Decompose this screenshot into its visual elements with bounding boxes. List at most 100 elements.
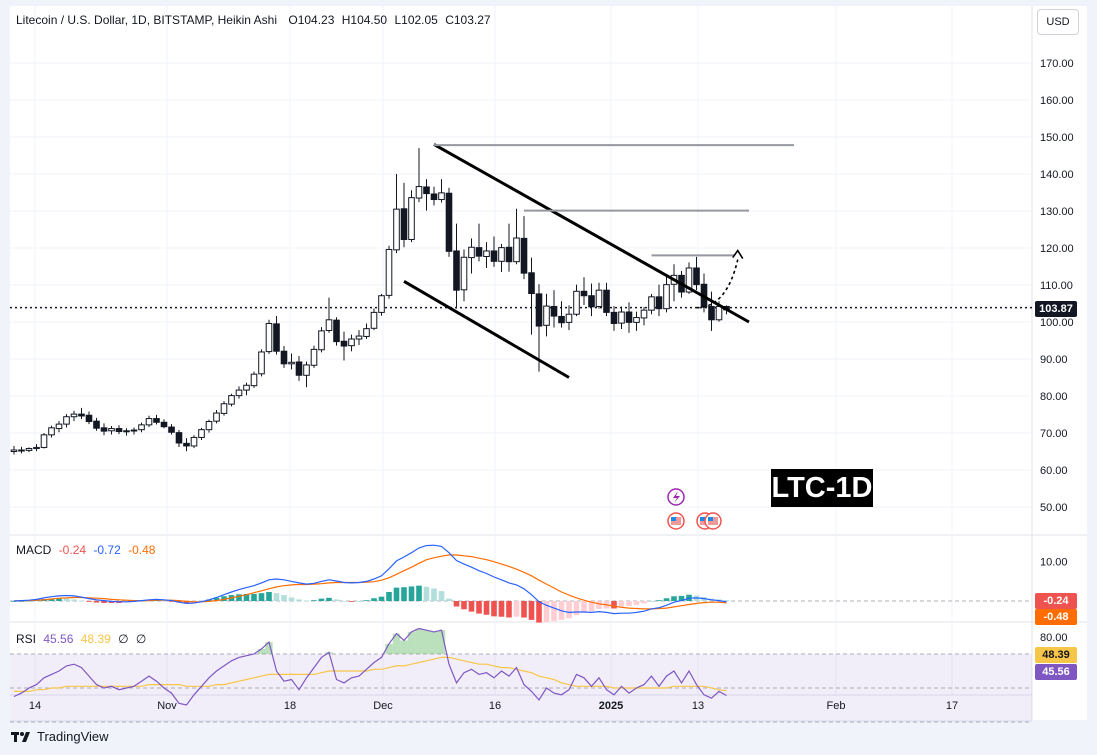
macd-histogram-bar xyxy=(378,596,385,601)
candle xyxy=(70,410,78,422)
macd-histogram-bar xyxy=(453,601,460,607)
macd-histogram-bar xyxy=(303,600,310,602)
candle xyxy=(18,446,25,454)
candle xyxy=(370,308,378,331)
candle xyxy=(40,433,48,449)
macd-histogram-bar xyxy=(258,593,265,601)
macd-histogram-bar xyxy=(273,593,280,601)
candle xyxy=(258,349,265,377)
macd-histogram-bar xyxy=(341,601,347,602)
candle-body xyxy=(565,313,573,323)
projection-arrow-head xyxy=(732,249,744,259)
candle xyxy=(115,425,123,435)
chart-legend: Litecoin / U.S. Dollar, 1D, BITSTAMP, He… xyxy=(16,13,491,27)
rsi-ma-tag: 48.39 xyxy=(1035,647,1077,663)
macd-histogram-bar xyxy=(551,601,557,622)
macd-histogram-bar xyxy=(408,586,415,601)
macd-histogram-bar xyxy=(423,586,430,601)
candle-body xyxy=(273,323,280,352)
candle xyxy=(445,187,453,257)
candle xyxy=(85,411,93,425)
candle xyxy=(55,421,63,433)
price-tick-label: 90.00 xyxy=(1040,354,1068,366)
rsi-overbought-fill xyxy=(257,648,266,654)
rsi-overbought-fill xyxy=(430,631,438,654)
candle xyxy=(663,276,670,313)
candle-body xyxy=(528,272,535,295)
time-tick-label: 2025 xyxy=(599,700,623,712)
candle xyxy=(528,257,535,335)
candle-body xyxy=(715,305,723,321)
macd-histogram-bar xyxy=(326,597,332,601)
candle-body xyxy=(340,340,348,347)
rsi-legend-ma: 48.39 xyxy=(80,632,111,646)
candle xyxy=(108,425,115,435)
candle xyxy=(288,353,295,370)
macd-legend-hist: -0.24 xyxy=(58,543,87,557)
candle xyxy=(565,305,573,331)
macd-histogram-bar xyxy=(536,601,542,623)
candle xyxy=(618,306,625,330)
candle xyxy=(348,334,355,352)
candle xyxy=(430,186,438,206)
time-tick-label: 18 xyxy=(284,700,296,712)
candle-body xyxy=(610,311,618,324)
currency-button[interactable]: USD xyxy=(1037,9,1079,35)
candle xyxy=(535,284,543,372)
candle-body xyxy=(205,421,213,431)
candle-body xyxy=(303,364,310,376)
macd-histogram-bar xyxy=(476,601,482,614)
rsi-overbought-fill xyxy=(392,633,401,654)
candle xyxy=(505,223,513,272)
candle xyxy=(543,293,550,337)
candle xyxy=(138,422,145,433)
projection-arrow xyxy=(696,259,739,309)
candle xyxy=(483,242,490,268)
candle-body xyxy=(408,197,415,240)
macd-histogram-bar xyxy=(93,601,100,603)
candle-body xyxy=(70,413,78,418)
rsi-tick-label: 80.00 xyxy=(1040,632,1068,644)
macd-legend[interactable]: MACD -0.24 -0.72 -0.48 xyxy=(16,543,155,557)
candle-body xyxy=(513,237,520,263)
macd-histogram-bar xyxy=(618,601,625,607)
rsi-legend-na1: ∅ xyxy=(118,632,129,646)
channel-lower-line xyxy=(403,280,570,379)
macd-histogram-bar xyxy=(461,601,467,610)
footer-brand[interactable]: TradingView xyxy=(11,729,109,744)
low-value: 102.05 xyxy=(401,13,438,27)
macd-histogram-bar xyxy=(656,600,662,602)
candle-body xyxy=(198,429,205,438)
macd-histogram-bar xyxy=(393,587,400,601)
macd-histogram-bar xyxy=(18,601,25,602)
event-markers xyxy=(667,488,722,530)
candle-body xyxy=(468,246,475,259)
macd-histogram-bar xyxy=(266,591,272,601)
candle xyxy=(333,317,340,346)
rsi-legend-value: 45.56 xyxy=(43,632,74,646)
candle xyxy=(220,401,228,416)
macd-histogram-bar xyxy=(641,601,647,604)
macd-histogram-bar xyxy=(138,601,145,602)
macd-histogram-bar xyxy=(11,601,17,602)
candle xyxy=(423,179,430,211)
candle-body xyxy=(175,432,183,444)
macd-histogram-bar xyxy=(78,600,85,602)
rsi-overbought-fill xyxy=(400,640,408,654)
macd-histogram-bar xyxy=(573,601,580,616)
symbol-title[interactable]: Litecoin / U.S. Dollar, 1D, BITSTAMP, He… xyxy=(16,13,277,27)
macd-histogram-tag: -0.24 xyxy=(1035,593,1077,609)
macd-histogram-bar xyxy=(296,599,302,601)
candle-body xyxy=(108,428,115,432)
candle-body xyxy=(265,322,273,353)
time-tick-label: Dec xyxy=(373,700,393,712)
candle-body xyxy=(168,426,175,433)
candle-body xyxy=(708,305,715,321)
rsi-legend[interactable]: RSI 45.56 48.39 ∅ ∅ xyxy=(16,632,146,646)
candle-body xyxy=(160,421,168,428)
candle xyxy=(468,238,475,274)
candle xyxy=(355,330,363,345)
candle xyxy=(123,428,130,436)
candle-body xyxy=(430,193,438,201)
